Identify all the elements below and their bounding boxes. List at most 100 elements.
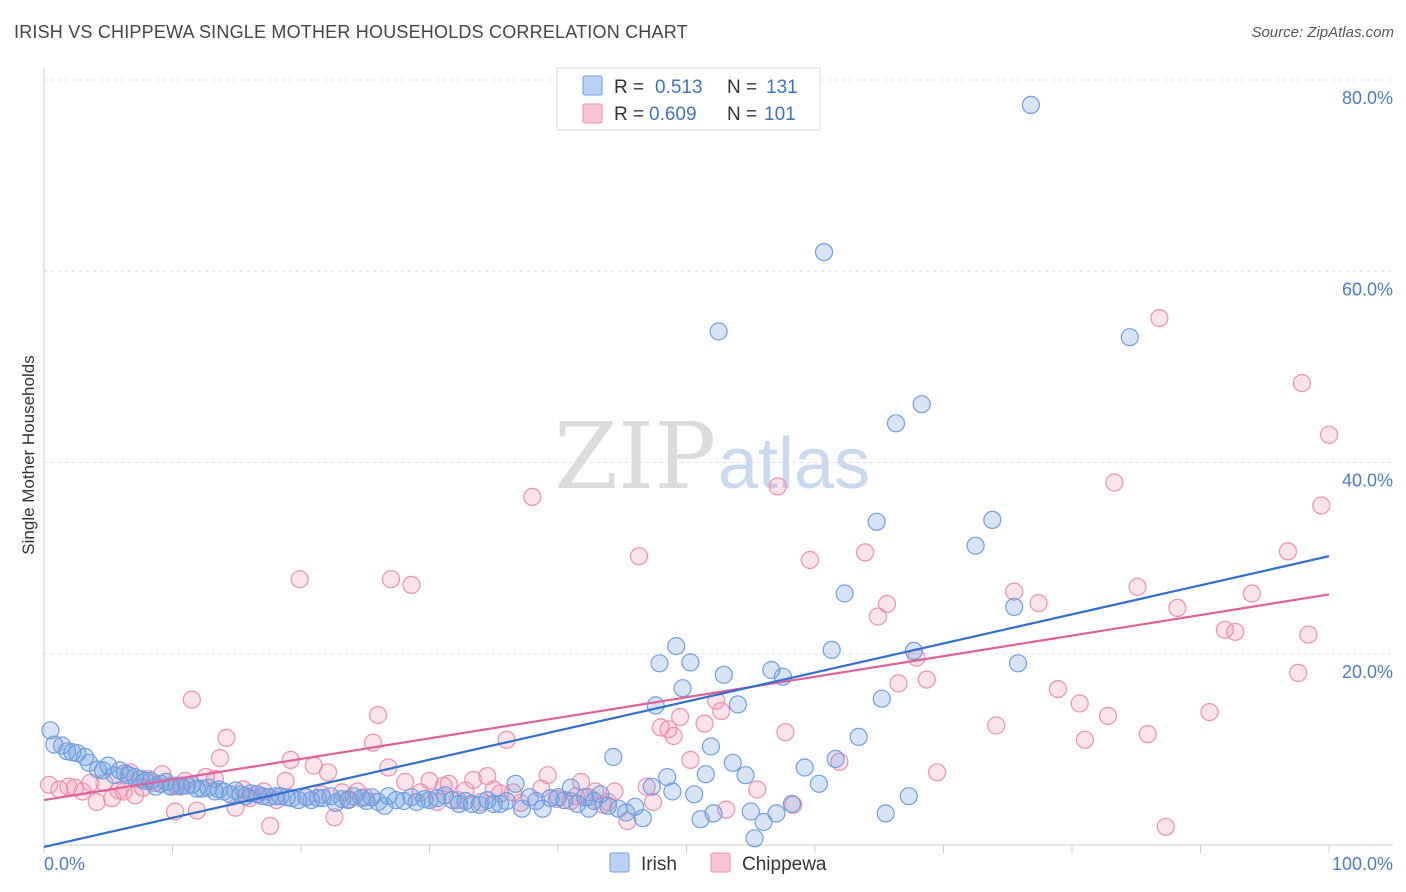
chippewa-point [598, 792, 618, 812]
irish-point [52, 736, 72, 755]
chippewa-point [637, 777, 656, 796]
chippewa-point [1138, 724, 1157, 744]
irish-point [462, 794, 481, 814]
chippewa-point [868, 607, 888, 626]
irish-point [681, 653, 700, 672]
y-tick-labels: 20.0% 40.0% 60.0% 80.0% [1342, 88, 1393, 682]
chippewa-point [917, 670, 936, 689]
irish-point [663, 782, 682, 801]
irish-point [497, 791, 516, 811]
irish-point [728, 695, 748, 714]
series-legend-label-chippewa: Chippewa [742, 854, 827, 875]
irish-point [867, 512, 886, 531]
irish-point [561, 778, 581, 797]
irish-point [282, 788, 302, 808]
irish-point [1120, 328, 1139, 347]
y-tick-label: 80.0% [1342, 88, 1393, 108]
irish-point [709, 322, 728, 341]
irish-point [714, 665, 733, 684]
irish-point [616, 803, 636, 822]
chippewa-point [523, 487, 542, 506]
chippewa-point [1312, 496, 1331, 515]
x-tick-label: 100.0% [1332, 854, 1393, 874]
series-legend-label-irish: Irish [641, 854, 677, 875]
gridlines [44, 79, 1393, 655]
chippewa-point [464, 770, 483, 790]
irish-point [814, 243, 834, 262]
irish-point [822, 640, 841, 660]
chippewa-point [987, 716, 1006, 735]
series-legend-swatch-chippewa [710, 852, 731, 873]
chippewa-point [396, 772, 415, 792]
irish-point [704, 804, 723, 823]
source-label: Source: ZipAtlas.com [1251, 24, 1394, 41]
irish-point [584, 791, 604, 811]
chippewa-point [1048, 679, 1068, 699]
series-legend-swatch-irish [609, 852, 630, 873]
x-tick-label: 0.0% [44, 854, 85, 874]
chippewa-point [39, 775, 59, 794]
chippewa-point [1029, 593, 1048, 613]
irish-point [741, 802, 760, 821]
irish-point [835, 584, 854, 603]
chippewa-point [670, 707, 690, 727]
chippewa-point [290, 570, 309, 589]
irish-point [966, 536, 985, 555]
irish-point [41, 721, 60, 740]
chippewa-point [261, 816, 280, 836]
irish-point [541, 788, 560, 808]
chippewa-point [855, 543, 875, 562]
legend-r-value-irish: 0.513 [655, 77, 703, 98]
chippewa-point [1156, 817, 1175, 836]
legend-n-value-chippewa: 101 [764, 104, 796, 125]
irish-point [88, 760, 108, 779]
irish-point [795, 758, 814, 777]
irish-point [767, 804, 786, 823]
chippewa-point [210, 748, 230, 768]
irish-point [983, 510, 1002, 530]
chippewa-point [784, 795, 803, 814]
irish-point [826, 749, 845, 769]
chippewa-point [1226, 622, 1245, 641]
chippewa-point [681, 750, 700, 770]
chippewa-point [1292, 374, 1312, 393]
chippewa-point [768, 477, 787, 496]
chippewa-point [381, 570, 401, 589]
legend-r-value-chippewa: 0.609 [649, 104, 697, 125]
legend-r-label-irish: R = [614, 77, 644, 98]
chippewa-point [325, 808, 344, 827]
chippewa-point [643, 792, 663, 812]
legend-swatch-irish [582, 75, 603, 96]
irish-point [912, 395, 931, 414]
chippewa-point [1168, 598, 1187, 618]
chippewa-point [889, 674, 908, 693]
watermark-zip: ZIP [554, 403, 716, 510]
irish-point [1005, 597, 1024, 617]
irish-point [650, 654, 669, 673]
irish-point [886, 414, 906, 433]
chippewa-point [420, 771, 439, 791]
irish-point [598, 796, 618, 815]
chippewa-point [1005, 582, 1024, 601]
chippewa-point [629, 547, 649, 566]
watermark: ZIP atlas [554, 403, 870, 510]
chippewa-point [571, 772, 591, 792]
chippewa-point [1070, 694, 1089, 713]
irish-point [736, 766, 755, 785]
irish-point [633, 809, 652, 828]
chippewa-point [1299, 625, 1318, 644]
chippewa-point [1242, 584, 1262, 603]
y-axis-label: Single Mother Households [19, 355, 38, 554]
irish-point [604, 747, 623, 767]
chippewa-point [1105, 473, 1124, 492]
irish-point [506, 774, 525, 793]
irish-point [658, 767, 677, 787]
chippewa-point [1098, 706, 1118, 726]
irish-point [79, 753, 99, 772]
irish-point [782, 794, 802, 814]
chippewa-points [39, 309, 1339, 836]
irish-point [642, 777, 661, 796]
irish-point [899, 787, 918, 806]
chippewa-point [776, 723, 795, 742]
legend-swatch-chippewa [582, 103, 603, 124]
